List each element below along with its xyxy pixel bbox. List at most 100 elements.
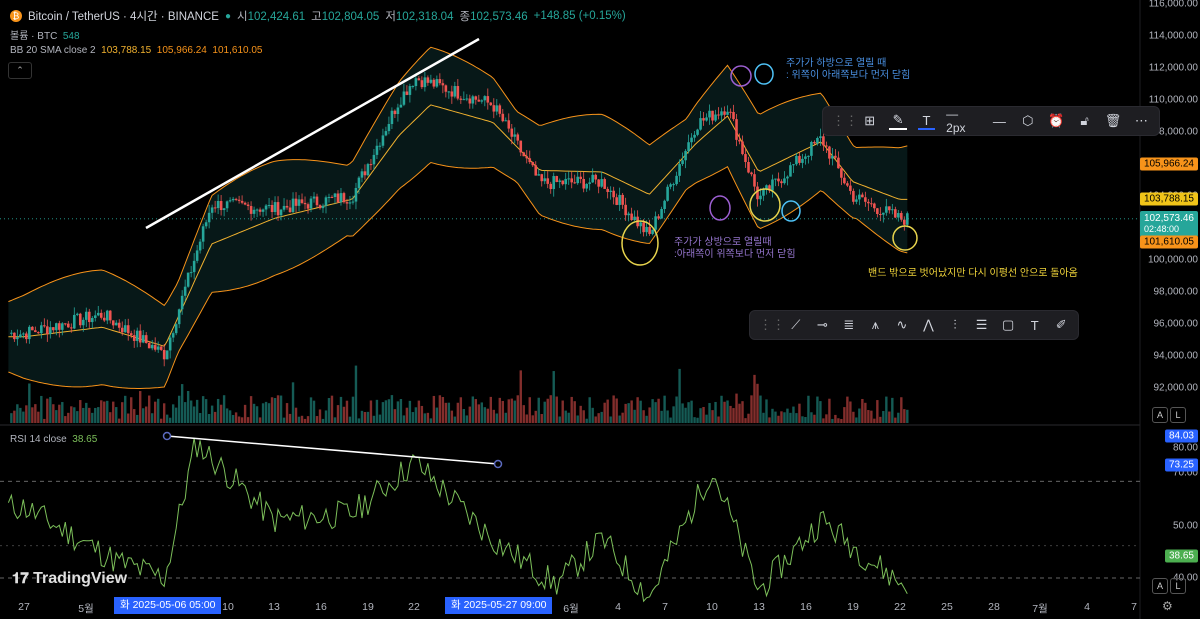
volume-bar xyxy=(753,374,756,423)
volume-bar xyxy=(576,415,579,423)
text-tool-icon[interactable]: T xyxy=(1030,317,1039,333)
symbol-title[interactable]: Bitcoin / TetherUS · 4시간 · BINANCE xyxy=(28,11,219,23)
volume-bar xyxy=(270,397,274,423)
candle-body xyxy=(360,171,364,178)
candle-body xyxy=(858,194,861,200)
volume-bar xyxy=(846,396,849,423)
volume-bar xyxy=(735,393,738,423)
rsi-axis-40: 40.00 xyxy=(1172,572,1198,584)
candle-body xyxy=(468,98,472,104)
annotation-bottom-mid[interactable]: 주가가 상방으로 열릴때 :아래쪽이 위쪽보다 먼저 닫힘 xyxy=(674,237,796,260)
candle-body xyxy=(837,157,840,169)
candle-body xyxy=(43,325,46,327)
price-axis-label: 100,000.00 xyxy=(1147,254,1198,266)
volume-bar xyxy=(879,416,882,423)
volume-bar xyxy=(145,406,148,423)
more-icon[interactable]: ⋯ xyxy=(1134,113,1148,128)
candle-body xyxy=(735,119,738,140)
volume-bar xyxy=(450,410,454,423)
alert-clock-icon[interactable]: ⏰ xyxy=(1048,113,1065,128)
drag-handle-icon[interactable]: ⋮⋮ xyxy=(759,317,785,332)
template-icon[interactable]: ⊞ xyxy=(864,113,876,128)
drag-handle-icon[interactable]: ⋮⋮ xyxy=(832,113,858,128)
lock-icon[interactable]: 🔓︎ xyxy=(1080,113,1089,128)
rsi-auto-scale-button[interactable]: A xyxy=(1152,578,1168,594)
candle-body xyxy=(243,202,247,205)
settings-icon[interactable]: ⬡ xyxy=(1022,113,1034,128)
volume-bar xyxy=(876,400,879,423)
candle-body xyxy=(648,226,651,234)
volume-bar xyxy=(94,407,97,423)
drawing-properties-toolbar[interactable]: ⋮⋮ ⊞ ✎ T — 2px — ⬡ ⏰ 🔓︎ 🗑︎ ⋯ xyxy=(822,106,1160,136)
volume-bar xyxy=(618,415,621,423)
candle-body xyxy=(543,178,547,182)
volume-bar xyxy=(477,404,481,423)
candle-body xyxy=(99,312,103,318)
elliott-wave-icon[interactable]: ∿ xyxy=(896,317,908,332)
candle-body xyxy=(651,229,654,234)
candle-body xyxy=(13,332,16,340)
volume-bar xyxy=(729,405,732,423)
volume-bar xyxy=(510,398,513,423)
candle-body xyxy=(555,176,559,182)
volume-bar xyxy=(441,397,445,423)
volume-bar xyxy=(330,395,334,423)
log-scale-button[interactable]: L xyxy=(1170,407,1186,423)
brush-icon[interactable]: ✐ xyxy=(1055,317,1067,332)
pattern-icon[interactable]: ⩚ xyxy=(871,317,880,332)
volume-legend[interactable]: 볼륨 · BTC 548 xyxy=(10,31,80,42)
candle-body xyxy=(759,195,762,200)
candle-body xyxy=(333,193,337,198)
trendline-icon[interactable]: ⟋ xyxy=(791,317,801,332)
trash-icon[interactable]: 🗑︎ xyxy=(1104,113,1122,128)
volume-bar xyxy=(444,402,448,423)
rsi-anchor-point xyxy=(493,459,503,469)
volume-bar xyxy=(37,411,40,423)
abc-wave-icon[interactable]: ⋀ xyxy=(923,317,934,332)
rsi-log-scale-button[interactable]: L xyxy=(1170,578,1186,594)
candle-body xyxy=(876,208,879,214)
range-icon[interactable]: ☰ xyxy=(975,317,988,332)
price-axis-label: 96,000.00 xyxy=(1153,318,1199,330)
annotation-top-right[interactable]: 주가가 하방으로 열릴 때 : 위쪽이 아래쪽보다 먼저 닫힘 xyxy=(786,58,911,81)
annotation-bottom-right[interactable]: 밴드 밖으로 벗어났지만 다시 이평선 안으로 돌아옴 xyxy=(868,268,1078,279)
rsi-legend[interactable]: RSI 14 close 38.65 xyxy=(10,434,98,445)
auto-scale-button[interactable]: A xyxy=(1152,407,1168,423)
candle-body xyxy=(396,107,400,115)
collapse-legend-button[interactable]: ⌃ xyxy=(8,62,32,79)
candle-body xyxy=(393,110,397,115)
candle-body xyxy=(504,120,508,122)
candle-body xyxy=(234,198,238,200)
volume-bar xyxy=(103,401,106,423)
candle-body xyxy=(663,200,666,209)
bb-legend[interactable]: BB 20 SMA close 2 103,788.15 105,966.24 … xyxy=(10,45,263,56)
horizontal-ray-icon[interactable]: ⊸ xyxy=(816,317,828,332)
volume-bar xyxy=(558,416,561,423)
volume-bar xyxy=(369,400,373,423)
rectangle-icon[interactable]: ▢ xyxy=(1002,317,1015,332)
projection-icon[interactable]: ⫶ xyxy=(953,317,957,332)
line-width-selector[interactable]: — 2px xyxy=(946,107,966,135)
candle-body xyxy=(789,165,792,177)
drawing-tools-toolbar[interactable]: ⋮⋮ ⟋ ⊸ ≣ ⩚ ∿ ⋀ ⫶ ☰ ▢ T ✐ xyxy=(749,310,1079,340)
volume-bar xyxy=(525,414,528,423)
volume-bar xyxy=(423,413,427,423)
pen-color-icon[interactable]: ✎ xyxy=(889,112,907,130)
fib-retracement-icon[interactable]: ≣ xyxy=(843,317,855,332)
candle-body xyxy=(372,154,376,165)
settings-gear-icon[interactable]: ⚙ xyxy=(1162,599,1173,613)
candle-body xyxy=(627,213,630,216)
volume-bar xyxy=(261,403,265,423)
volume-bar xyxy=(825,414,828,423)
candle-body xyxy=(354,187,358,202)
line-style-icon[interactable]: — xyxy=(992,113,1006,129)
volume-bar xyxy=(819,401,822,423)
volume-bar xyxy=(732,408,735,423)
candle-body xyxy=(798,155,801,163)
volume-bar xyxy=(408,400,412,423)
volume-bar xyxy=(46,398,49,423)
text-color-icon[interactable]: T xyxy=(917,113,936,130)
candle-body xyxy=(822,136,825,146)
volume-bar xyxy=(489,396,492,423)
